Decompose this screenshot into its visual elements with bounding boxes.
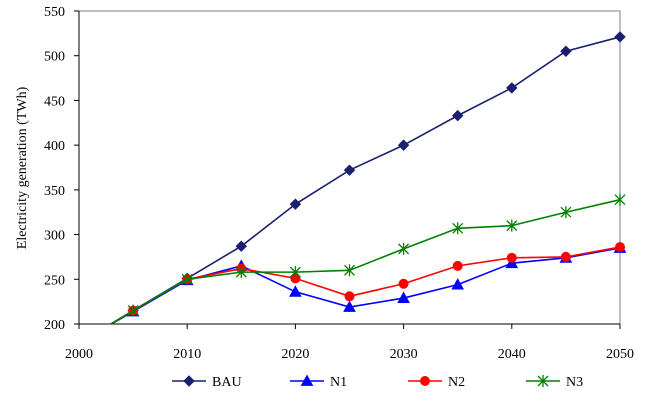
series-line-n1	[109, 247, 621, 324]
legend: BAU N1 N2 N3	[172, 374, 583, 390]
data-point-n2	[506, 252, 517, 263]
data-point-n1	[289, 285, 302, 297]
data-point-bau	[343, 164, 356, 176]
data-point-n3	[614, 193, 626, 206]
data-point-bau	[289, 198, 302, 210]
data-point-n1	[397, 291, 410, 303]
y-tick-label: 400	[44, 139, 65, 154]
series-n3	[109, 193, 626, 324]
data-point-n3	[560, 206, 572, 219]
legend-marker-bau	[183, 375, 195, 387]
data-point-n3	[127, 304, 139, 317]
data-point-bau	[235, 240, 248, 252]
data-point-n2	[344, 291, 355, 302]
data-point-bau	[560, 45, 572, 57]
series-line-n3	[109, 198, 621, 324]
legend-label-n2: N2	[448, 375, 465, 390]
legend-label-n3: N3	[566, 375, 583, 390]
data-point-n1	[343, 300, 356, 312]
series-n2	[109, 242, 625, 324]
data-point-n3	[235, 266, 247, 279]
data-point-n2	[560, 251, 571, 262]
data-point-n3	[181, 273, 193, 286]
data-point-bau	[506, 82, 518, 94]
legend-item-n3: N3	[526, 375, 583, 390]
legend-label-bau: BAU	[212, 375, 242, 390]
legend-label-n1: N1	[330, 375, 347, 390]
data-point-n2	[398, 278, 409, 289]
data-point-n3	[506, 219, 518, 232]
y-tick-label: 450	[44, 94, 65, 109]
data-point-n2	[615, 242, 625, 253]
y-tick-label: 250	[44, 273, 65, 288]
x-tick-label: 2040	[498, 347, 526, 362]
legend-marker-n3	[537, 375, 549, 387]
data-point-n3	[398, 242, 410, 255]
axes: 200 250 300 350 400 450 500 550 2000 2010 2020 2030…	[44, 5, 634, 362]
data-point-bau	[397, 139, 410, 151]
data-point-bau	[614, 31, 626, 43]
series-layer	[109, 31, 626, 324]
x-tick-label: 2020	[281, 347, 309, 362]
data-point-n3	[289, 266, 301, 279]
y-tick-label: 350	[44, 184, 65, 199]
x-tick-label: 2000	[65, 347, 93, 362]
y-tick-label: 550	[44, 5, 65, 20]
series-line-bau	[109, 36, 621, 324]
data-point-n2	[452, 260, 463, 271]
y-axis-title: Electricity generation (TWh)	[15, 86, 30, 249]
x-tick-label: 2010	[173, 347, 201, 362]
legend-marker-n1	[300, 374, 314, 386]
legend-marker-n2	[420, 376, 430, 386]
data-point-n1	[451, 278, 465, 290]
legend-item-n1: N1	[290, 374, 347, 390]
legend-item-bau: BAU	[172, 375, 242, 390]
legend-item-n2: N2	[408, 375, 465, 390]
data-point-n3	[344, 264, 355, 277]
x-tick-label: 2030	[390, 347, 418, 362]
data-point-bau	[451, 109, 464, 122]
y-tick-label: 500	[44, 50, 65, 65]
series-n1	[109, 241, 626, 324]
x-tick-label: 2050	[606, 347, 634, 362]
y-tick-label: 300	[44, 229, 65, 244]
y-tick-label: 200	[44, 318, 65, 333]
data-point-n3	[452, 222, 464, 235]
